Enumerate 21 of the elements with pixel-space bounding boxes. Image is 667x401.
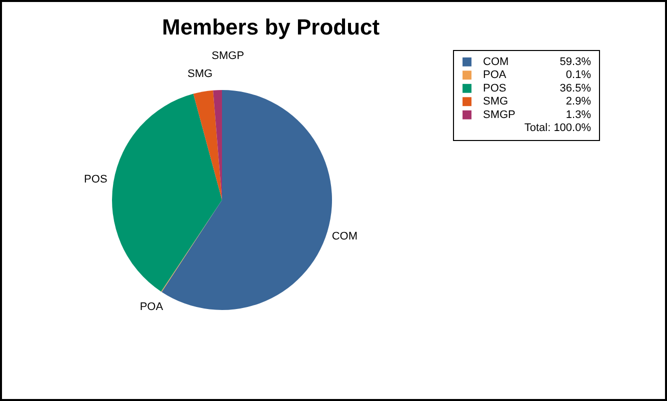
data-label: 36.5% xyxy=(560,82,592,94)
legend-label: COM xyxy=(483,56,509,68)
slice-label: COM xyxy=(332,230,358,243)
legend-label: POA xyxy=(483,69,507,82)
slice-label: POA xyxy=(140,300,164,313)
legend-label: SMG xyxy=(483,96,508,108)
text: Total: 100.0% xyxy=(524,122,592,134)
chart-title: Members by Product xyxy=(162,14,380,40)
data-label: 1.3% xyxy=(566,108,592,121)
legend-label: SMGP xyxy=(483,108,516,121)
pie-slice xyxy=(193,90,222,200)
pie-slice xyxy=(162,90,332,310)
pie-slice xyxy=(112,94,222,292)
pie-slice xyxy=(213,90,222,200)
slice-label: SMG xyxy=(187,68,213,80)
legend-label: POS xyxy=(483,82,506,94)
data-label: 2.9% xyxy=(566,96,592,108)
data-label: 59.3% xyxy=(560,56,592,68)
slice-label: SMGP xyxy=(212,50,244,62)
data-label: 0.1% xyxy=(566,69,592,82)
slice-label: POS xyxy=(84,173,108,186)
